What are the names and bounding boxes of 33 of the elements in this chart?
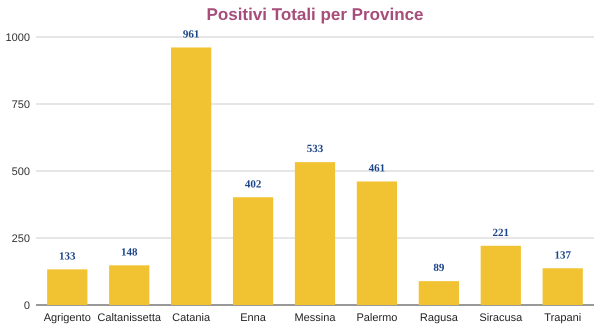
y-tick-label: 250 [12,232,30,245]
bar [109,265,150,305]
x-tick-label: Ragusa [420,312,459,324]
bar [294,162,336,305]
data-label: 89 [433,262,445,274]
data-label: 402 [244,178,262,190]
bar [480,246,521,305]
data-label: 137 [554,249,572,262]
x-tick-label: Messina [294,312,336,324]
chart-title: Positivi Totali per Province [206,5,424,24]
data-label: 148 [120,246,138,258]
data-label: 533 [306,143,324,156]
data-label: 133 [59,250,76,262]
bar [542,268,583,305]
x-tick-label: Enna [240,312,267,324]
y-tick-label: 500 [12,166,30,178]
bar [356,181,398,305]
data-label: 221 [492,226,510,239]
bar [171,47,212,305]
x-tick-label: Siracusa [479,312,524,324]
x-tick-label: Agrigento [44,312,91,324]
bar [232,197,274,305]
x-tick-label: Catania [172,312,211,324]
x-tick-label: Caltanissetta [97,312,162,324]
bar [418,281,459,305]
x-tick-label: Trapani [544,312,582,324]
bar [47,269,88,305]
data-label: 461 [368,162,386,174]
y-tick-label: 1000 [6,32,30,44]
x-tick-label: Palermo [356,312,398,324]
y-tick-label: 0 [24,300,30,312]
y-tick-label: 750 [12,98,30,111]
data-label: 961 [182,28,200,40]
